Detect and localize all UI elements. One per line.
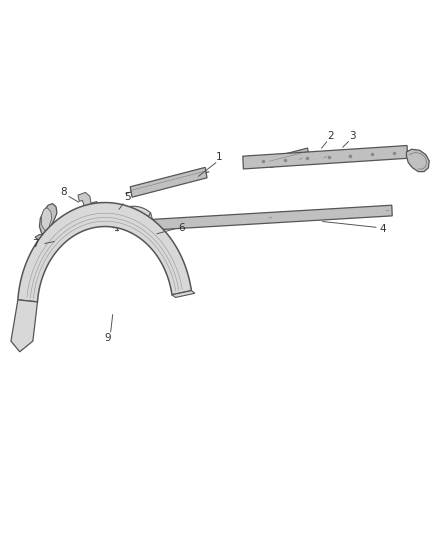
Polygon shape [11,300,38,352]
Polygon shape [39,204,57,236]
Text: 4: 4 [380,224,387,234]
Polygon shape [149,205,392,230]
Polygon shape [269,148,309,167]
Polygon shape [89,201,98,208]
Polygon shape [78,192,91,208]
Polygon shape [130,167,207,197]
Text: 2: 2 [327,131,334,141]
Text: 6: 6 [178,223,185,233]
Polygon shape [144,213,153,230]
Polygon shape [18,203,191,302]
Polygon shape [243,146,408,169]
Text: 3: 3 [349,131,356,141]
Polygon shape [406,149,429,172]
Text: 7: 7 [32,239,39,249]
Polygon shape [113,206,151,224]
Text: 5: 5 [124,192,131,202]
Polygon shape [110,208,123,221]
Polygon shape [42,208,52,230]
Text: 9: 9 [104,334,111,343]
Text: 1: 1 [215,152,223,162]
Polygon shape [172,290,195,297]
Polygon shape [35,235,53,241]
Text: 8: 8 [60,187,67,197]
